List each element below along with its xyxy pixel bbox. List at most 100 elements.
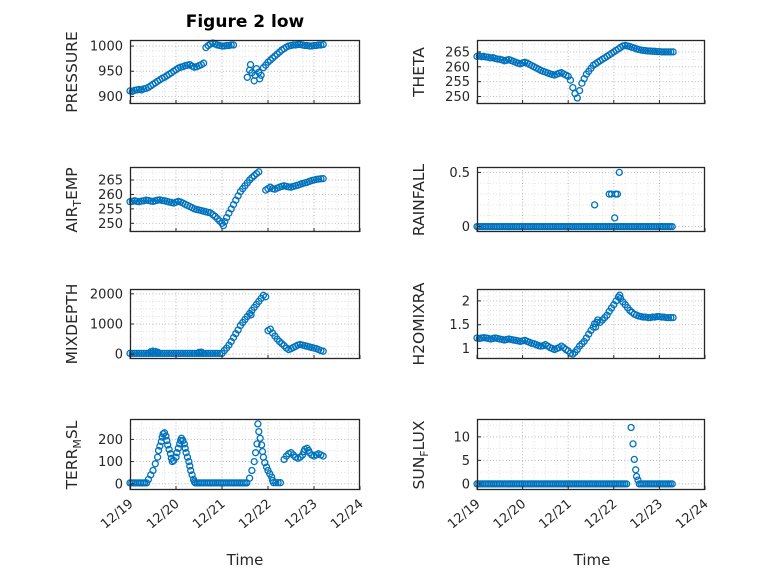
data-point [151,460,159,468]
data-points [126,291,327,358]
data-point [229,41,238,49]
plot-terr-msl: 0 100 200 12/19 12/20 12/21 12/22 12/23 12/24 [98,418,367,532]
data-point [130,349,139,358]
axes-box [476,288,706,360]
y-tick-label: 250 [98,217,123,232]
data-point [319,452,327,460]
data-point [667,48,675,56]
y-tick-label: 200 [98,433,123,448]
axes-box [129,39,361,105]
data-point [616,291,624,299]
y-axis-label-subscript: M [71,438,84,449]
y-tick-label: 0 [462,477,470,492]
data-point [165,349,173,358]
y-tick-label: 10 [453,430,470,445]
y-tick-label: 1000 [90,318,123,333]
plot-sun-flux: 0 5 10 12/19 12/20 12/21 12/22 12/23 12/24 [445,418,712,532]
x-tick-labels: 12/19 12/20 12/21 12/22 12/23 12/24 [445,497,711,533]
data-point [180,440,188,448]
major-grid [477,40,705,104]
x-tick-labels: 12/19 12/20 12/21 12/22 12/23 12/24 [98,497,366,533]
data-point [255,168,263,176]
data-points [473,168,676,231]
data-point [160,349,169,358]
minor-grid [477,167,705,232]
subplot-rainfall: 0 0.5 [449,166,706,235]
y-tick-labels: 0 100 200 [98,433,123,492]
data-point [211,349,219,358]
data-point [186,349,194,358]
x-tick-label: 12/23 [282,497,320,533]
data-point [662,48,670,56]
x-tick-label: 12/19 [98,497,136,533]
data-point [615,168,623,177]
data-point [256,75,264,83]
data-point [257,441,266,449]
data-point [660,48,668,56]
axes-box [476,418,706,491]
data-point [164,441,172,449]
x-tick-label: 12/24 [328,497,366,533]
subplot-sun-flux: 0 5 10 12/19 12/20 12/21 12/22 12/23 12/24 [445,418,712,532]
y-axis-label-text: SL [63,420,81,439]
data-point [174,349,182,358]
data-point [190,349,199,358]
data-point [632,466,640,474]
data-point [613,190,622,198]
y-tick-label: 0.5 [449,166,470,181]
data-point [622,480,631,488]
data-point [294,40,302,49]
data-point [590,201,599,209]
subplot-pressure: 900 950 1000 [90,39,361,105]
y-tick-label: 265 [98,174,123,189]
data-point [153,453,162,461]
y-axis-label-text: THETA [410,47,428,97]
x-tick-label: 12/21 [190,497,228,533]
y-axis-label-text: AIR [63,206,81,233]
data-point [153,348,162,356]
x-tick-label: 12/24 [673,497,711,533]
data-point [667,313,675,322]
y-tick-label: 2000 [90,287,123,302]
data-point [179,436,187,445]
data-point [648,47,657,55]
data-point [575,86,584,95]
data-point [149,466,157,475]
data-point [252,65,261,73]
data-point [165,445,173,454]
data-point [204,349,212,358]
x-tick-label: 12/20 [144,497,182,533]
data-point [221,217,229,226]
y-tick-label: 0 [115,477,123,492]
subplot-mixdepth: 0 1000 2000 [90,287,361,363]
data-point [142,479,151,487]
data-point [187,466,195,475]
x-tick-label: 12/22 [582,497,620,533]
data-point [668,222,676,231]
data-point [611,214,619,222]
y-tick-label: 265 [445,45,470,60]
data-point [188,349,196,358]
data-point [199,59,208,67]
data-point [653,47,661,56]
axes-box [476,166,706,233]
y-axis-label-terr-msl: TERRMSL [62,380,84,530]
data-point [268,476,277,485]
data-point [658,48,666,56]
data-point [627,423,635,432]
y-axis-label-text: SUN [410,456,428,489]
data-point [319,174,327,183]
y-axis-label-subscript: F [418,449,431,457]
data-points [473,41,677,102]
data-point [202,349,210,358]
data-point [248,466,256,475]
data-point [256,434,264,442]
plot-h2omixra: 11.52 [449,288,706,360]
x-tick-label: 12/19 [445,497,483,533]
y-axis-label-mixdepth: MIXDEPTH [62,249,82,399]
data-point [262,463,271,471]
data-point [183,349,192,358]
data-point [257,71,265,79]
y-tick-label: 1000 [90,40,123,55]
